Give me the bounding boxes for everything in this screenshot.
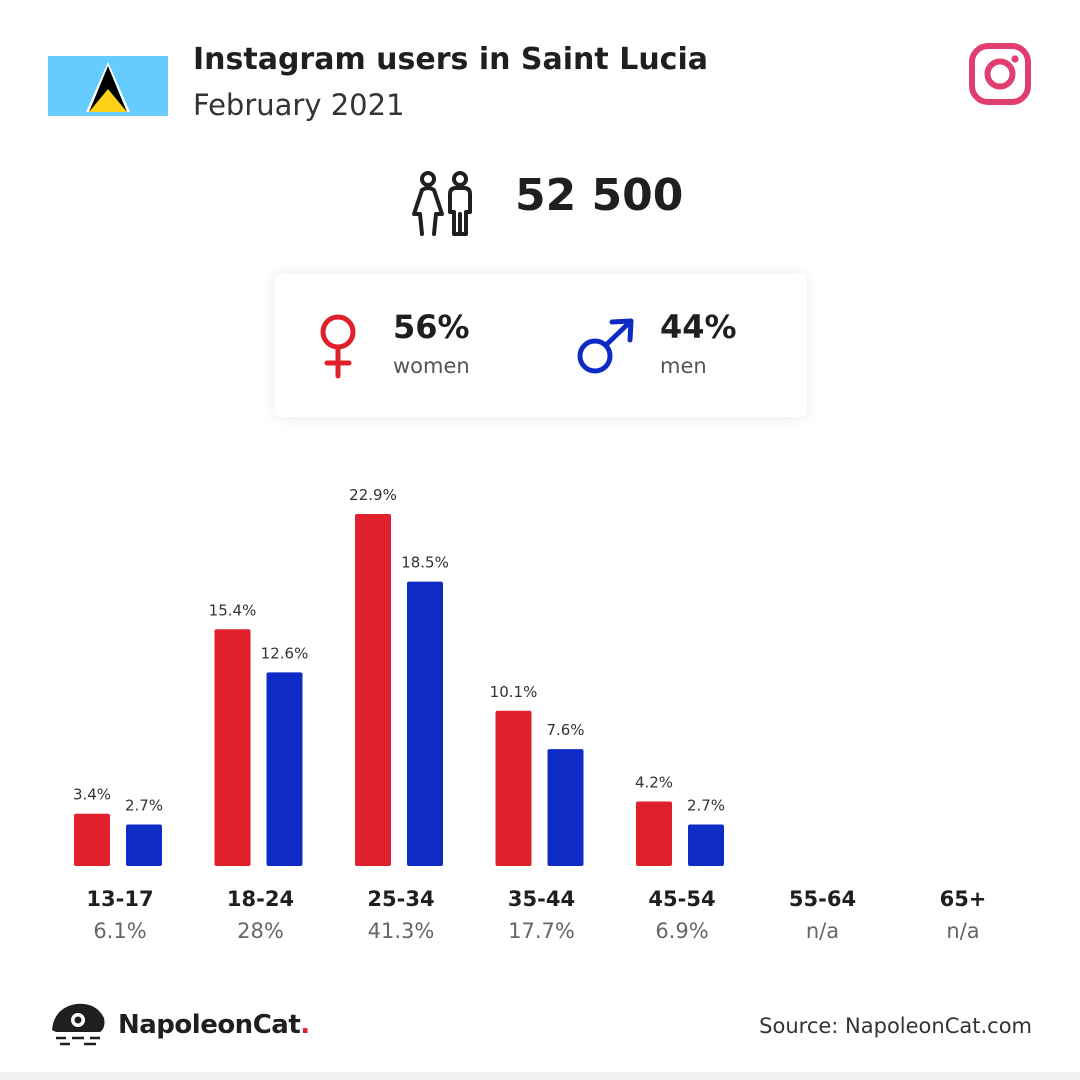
age-group-label: 18-24 xyxy=(227,887,294,911)
male-symbol-icon xyxy=(577,318,634,374)
age-group-total: n/a xyxy=(806,919,839,943)
age-group-total: 28% xyxy=(237,919,284,943)
bar-value-label: 3.4% xyxy=(73,786,111,804)
age-group-total: 17.7% xyxy=(508,919,575,943)
age-group-label: 65+ xyxy=(940,887,987,911)
brand-name: NapoleonCat. xyxy=(118,1010,310,1040)
bar xyxy=(266,672,303,866)
people-icon xyxy=(412,171,472,236)
bar-value-label: 18.5% xyxy=(401,554,449,572)
age-group-total: 6.9% xyxy=(655,919,708,943)
age-group-label: 45-54 xyxy=(648,887,715,911)
instagram-icon xyxy=(969,43,1031,105)
bar-value-label: 4.2% xyxy=(635,773,673,791)
brand-dot: . xyxy=(300,1010,310,1040)
gender-split-card: 56% women 44% men xyxy=(274,274,807,417)
bar xyxy=(74,813,110,866)
age-group-label: 13-17 xyxy=(86,887,153,911)
bar-value-label: 10.1% xyxy=(490,683,538,701)
men-label: men xyxy=(660,354,707,378)
bar xyxy=(636,801,672,866)
women-label: women xyxy=(393,354,470,378)
men-percentage: 44% xyxy=(660,308,737,346)
bar-value-label: 2.7% xyxy=(687,796,725,814)
napoleoncat-logo-icon xyxy=(52,1003,105,1046)
chart-title: Instagram users in Saint Lucia xyxy=(193,42,708,77)
footer-strip xyxy=(0,1072,1080,1080)
age-group-total: n/a xyxy=(946,919,979,943)
age-group-label: 55-64 xyxy=(789,887,856,911)
brand-name-text: NapoleonCat xyxy=(118,1010,301,1040)
age-group-total: 6.1% xyxy=(93,919,146,943)
total-users: 52 500 xyxy=(515,170,684,221)
bar xyxy=(355,514,391,866)
bar-value-label: 7.6% xyxy=(546,721,584,739)
age-group-label: 25-34 xyxy=(367,887,434,911)
bar xyxy=(214,629,251,866)
source-credit: Source: NapoleonCat.com xyxy=(759,1014,1032,1038)
female-symbol-icon xyxy=(320,314,356,379)
saint-lucia-flag-icon xyxy=(48,56,168,116)
women-percentage: 56% xyxy=(393,308,470,346)
chart-subtitle: February 2021 xyxy=(193,88,405,122)
bar-value-label: 12.6% xyxy=(261,644,309,662)
bar xyxy=(126,824,162,866)
bar-value-label: 15.4% xyxy=(209,601,257,619)
bar-value-label: 2.7% xyxy=(125,796,163,814)
age-group-total: 41.3% xyxy=(368,919,435,943)
bar xyxy=(495,710,532,866)
bar-value-label: 22.9% xyxy=(349,486,397,504)
bar xyxy=(547,749,584,866)
age-group-label: 35-44 xyxy=(508,887,575,911)
bar xyxy=(688,824,724,866)
bar xyxy=(407,581,443,866)
